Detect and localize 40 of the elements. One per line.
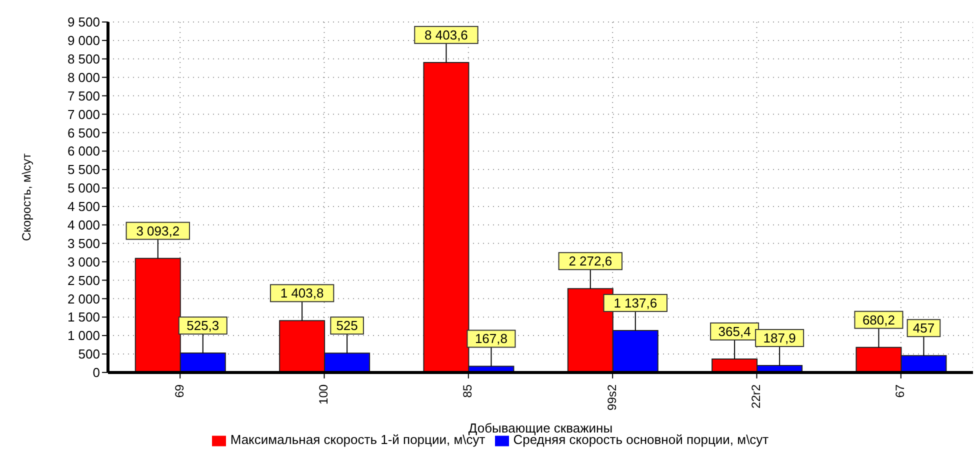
y-tick-label: 500 bbox=[78, 346, 100, 362]
data-label: 187,9 bbox=[763, 330, 796, 346]
y-tick-label: 4 000 bbox=[67, 218, 100, 232]
y-tick-label: 2 000 bbox=[67, 291, 100, 306]
y-tick-label: 8 500 bbox=[67, 52, 100, 67]
y-tick-label: 8 000 bbox=[67, 70, 100, 85]
x-tick-label: 100 bbox=[316, 384, 330, 404]
y-tick-label: 0 bbox=[92, 365, 100, 380]
y-tick-label: 6 500 bbox=[67, 125, 100, 140]
data-label: 2 272,6 bbox=[568, 254, 612, 269]
y-tick-label: 7 500 bbox=[67, 88, 100, 104]
data-label: 8 403,6 bbox=[424, 27, 468, 42]
data-label: 525,3 bbox=[186, 318, 220, 334]
data-label: 457 bbox=[912, 320, 935, 336]
y-tick-label: 9 000 bbox=[67, 33, 100, 48]
y-tick-label: 3 500 bbox=[67, 236, 100, 251]
data-label: 680,2 bbox=[862, 312, 895, 328]
data-label: 1 403,8 bbox=[280, 286, 324, 301]
y-tick-label: 9 500 bbox=[67, 14, 100, 30]
x-tick-label: 22r2 bbox=[748, 384, 763, 408]
data-label: 3 093,2 bbox=[136, 223, 180, 238]
y-axis-title: Скорость, м\сут bbox=[19, 152, 34, 242]
y-tick-label: 4 500 bbox=[67, 199, 100, 214]
y-tick-label: 1 500 bbox=[67, 310, 100, 325]
y-tick-label: 3 000 bbox=[67, 254, 100, 270]
x-tick-label: 85 bbox=[460, 384, 475, 398]
data-label: 365,4 bbox=[718, 324, 751, 339]
x-tick-label: 67 bbox=[893, 384, 908, 398]
y-tick-label: 5 000 bbox=[67, 180, 100, 196]
x-axis-title: Добывающие скважины bbox=[468, 420, 613, 436]
data-label: 167,8 bbox=[474, 331, 508, 346]
y-tick-label: 7 000 bbox=[67, 106, 100, 122]
x-tick-label: 69 bbox=[172, 384, 186, 398]
data-label: 525 bbox=[336, 318, 358, 334]
y-tick-label: 6 000 bbox=[67, 144, 100, 159]
y-tick-label: 1 000 bbox=[67, 328, 100, 344]
data-label: 1 137,6 bbox=[614, 295, 658, 310]
x-tick-label: 99s2 bbox=[604, 384, 619, 410]
y-tick-label: 2 500 bbox=[67, 272, 100, 288]
y-tick-label: 5 500 bbox=[67, 162, 100, 178]
